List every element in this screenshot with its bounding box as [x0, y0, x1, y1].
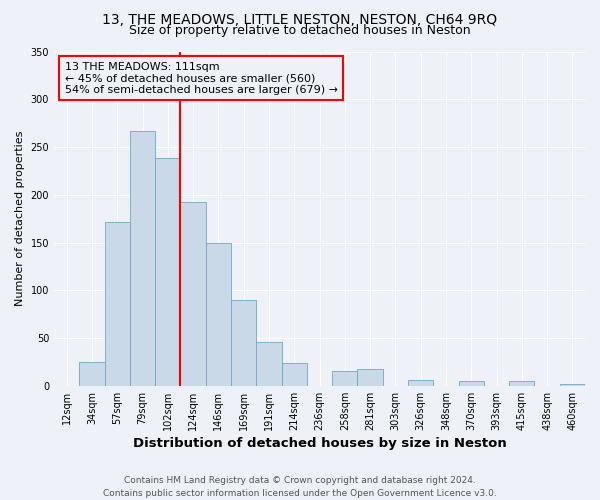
Y-axis label: Number of detached properties: Number of detached properties: [15, 131, 25, 306]
Bar: [231, 300, 256, 386]
Bar: [281, 363, 307, 386]
Bar: [130, 131, 155, 386]
Bar: [560, 384, 585, 386]
Bar: [79, 362, 104, 386]
Bar: [332, 372, 358, 386]
Bar: [181, 202, 206, 386]
X-axis label: Distribution of detached houses by size in Neston: Distribution of detached houses by size …: [133, 437, 506, 450]
Bar: [104, 222, 130, 386]
Bar: [155, 158, 181, 386]
Text: 13, THE MEADOWS, LITTLE NESTON, NESTON, CH64 9RQ: 13, THE MEADOWS, LITTLE NESTON, NESTON, …: [103, 12, 497, 26]
Bar: [458, 381, 484, 386]
Text: Contains HM Land Registry data © Crown copyright and database right 2024.
Contai: Contains HM Land Registry data © Crown c…: [103, 476, 497, 498]
Text: 13 THE MEADOWS: 111sqm
← 45% of detached houses are smaller (560)
54% of semi-de: 13 THE MEADOWS: 111sqm ← 45% of detached…: [65, 62, 338, 94]
Bar: [256, 342, 281, 386]
Text: Size of property relative to detached houses in Neston: Size of property relative to detached ho…: [129, 24, 471, 37]
Bar: [509, 381, 535, 386]
Bar: [358, 368, 383, 386]
Bar: [206, 242, 231, 386]
Bar: [408, 380, 433, 386]
